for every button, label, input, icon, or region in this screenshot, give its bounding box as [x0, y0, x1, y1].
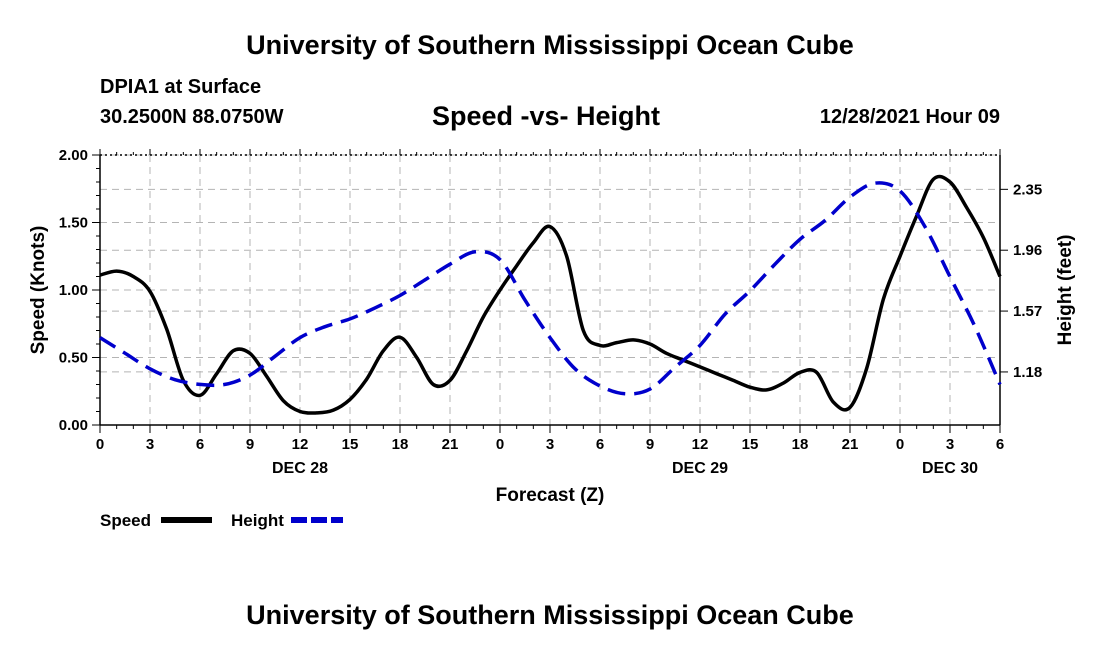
legend: Speed Height	[100, 511, 343, 530]
date-label: DEC 29	[672, 460, 728, 477]
y-left-tick-label: 1.50	[59, 215, 88, 232]
station-name: DPIA1 at Surface	[100, 76, 262, 98]
x-tick-label: 3	[146, 436, 154, 453]
x-tick-label: 12	[292, 436, 309, 453]
series-line-height	[99, 181, 1002, 396]
forecast-date: 12/28/2021 Hour 09	[819, 106, 1000, 128]
date-label: DEC 30	[922, 460, 978, 477]
x-tick-label: 6	[196, 436, 204, 453]
x-tick-label: 0	[496, 436, 504, 453]
y-right-tick-label: 1.96	[1013, 242, 1042, 259]
x-tick-label: 18	[792, 436, 809, 453]
main-title: University of Southern Mississippi Ocean…	[246, 30, 854, 60]
chart-title: Speed -vs- Height	[432, 101, 661, 131]
y-left-tick-label: 1.00	[59, 282, 88, 299]
grid-lines	[99, 154, 1001, 426]
x-tick-label: 18	[392, 436, 409, 453]
y-left-tick-label: 2.00	[59, 147, 88, 164]
axes	[92, 149, 1008, 433]
y-left-tick-label: 0.50	[59, 350, 88, 367]
x-tick-label: 3	[946, 436, 954, 453]
y-left-tick-label: 0.00	[59, 417, 88, 434]
y-right-tick-label: 1.18	[1013, 364, 1042, 381]
x-tick-label: 21	[442, 436, 459, 453]
y-left-axis-title: Speed (Knots)	[28, 226, 49, 355]
x-tick-label: 15	[742, 436, 759, 453]
x-tick-label: 9	[246, 436, 254, 453]
y-right-tick-label: 2.35	[1013, 181, 1042, 198]
series-line-speed	[99, 174, 1002, 415]
y-right-tick-label: 1.57	[1013, 303, 1042, 320]
x-axis-title: Forecast (Z)	[496, 485, 605, 506]
legend-label-height: Height	[231, 511, 284, 530]
x-tick-label: 0	[896, 436, 904, 453]
x-tick-label: 0	[96, 436, 104, 453]
x-tick-label: 15	[342, 436, 359, 453]
station-coordinates: 30.2500N 88.0750W	[100, 106, 284, 128]
x-tick-label: 6	[996, 436, 1004, 453]
legend-label-speed: Speed	[100, 511, 151, 530]
x-tick-label: 9	[646, 436, 654, 453]
x-tick-label: 6	[596, 436, 604, 453]
x-tick-label: 3	[546, 436, 554, 453]
footer-title: University of Southern Mississippi Ocean…	[246, 600, 854, 630]
axis-labels: 0.00 0.50 1.00 1.50 2.00 1.18 1.57 1.96 2.35 0 3 6 9…	[28, 147, 1076, 506]
x-tick-label: 12	[692, 436, 709, 453]
y-right-axis-title: Height (feet)	[1055, 235, 1076, 346]
x-tick-label: 21	[842, 436, 859, 453]
data-series	[99, 174, 1002, 415]
date-label: DEC 28	[272, 460, 328, 477]
